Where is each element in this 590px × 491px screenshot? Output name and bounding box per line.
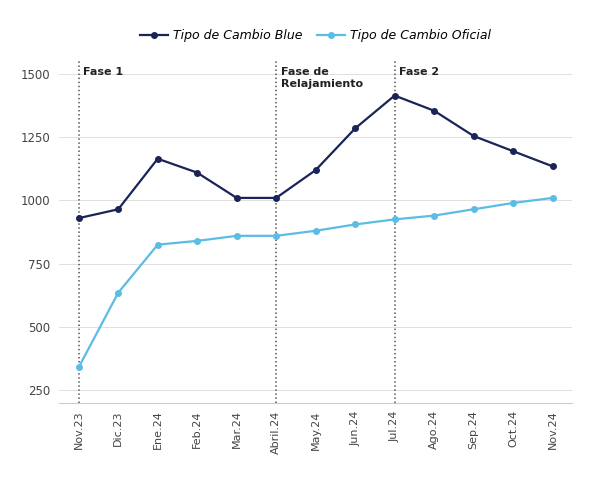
Line: Tipo de Cambio Oficial: Tipo de Cambio Oficial <box>76 195 555 370</box>
Tipo de Cambio Oficial <box>391 217 398 222</box>
Text: Fase 1: Fase 1 <box>83 66 124 77</box>
Text: Fase de
Relajamiento: Fase de Relajamiento <box>281 66 363 89</box>
Tipo de Cambio Blue <box>312 167 319 173</box>
Tipo de Cambio Oficial <box>194 238 201 244</box>
Text: Fase 2: Fase 2 <box>399 66 440 77</box>
Tipo de Cambio Oficial <box>431 213 438 218</box>
Tipo de Cambio Blue <box>75 215 82 221</box>
Tipo de Cambio Blue <box>549 164 556 169</box>
Line: Tipo de Cambio Blue: Tipo de Cambio Blue <box>76 93 555 221</box>
Tipo de Cambio Blue <box>233 195 240 201</box>
Tipo de Cambio Blue <box>352 126 359 132</box>
Tipo de Cambio Blue <box>470 133 477 139</box>
Tipo de Cambio Oficial <box>312 228 319 234</box>
Tipo de Cambio Blue <box>391 93 398 99</box>
Tipo de Cambio Oficial <box>549 195 556 201</box>
Tipo de Cambio Oficial <box>154 242 161 247</box>
Tipo de Cambio Oficial <box>470 206 477 212</box>
Tipo de Cambio Oficial <box>114 290 122 296</box>
Tipo de Cambio Blue <box>273 195 280 201</box>
Tipo de Cambio Oficial <box>510 200 517 206</box>
Tipo de Cambio Oficial <box>273 233 280 239</box>
Tipo de Cambio Blue <box>431 108 438 114</box>
Tipo de Cambio Oficial <box>352 221 359 227</box>
Tipo de Cambio Blue <box>194 170 201 176</box>
Tipo de Cambio Blue <box>154 156 161 162</box>
Tipo de Cambio Oficial <box>75 364 82 370</box>
Legend: Tipo de Cambio Blue, Tipo de Cambio Oficial: Tipo de Cambio Blue, Tipo de Cambio Ofic… <box>135 24 496 47</box>
Tipo de Cambio Blue <box>510 148 517 154</box>
Tipo de Cambio Oficial <box>233 233 240 239</box>
Tipo de Cambio Blue <box>114 206 122 212</box>
